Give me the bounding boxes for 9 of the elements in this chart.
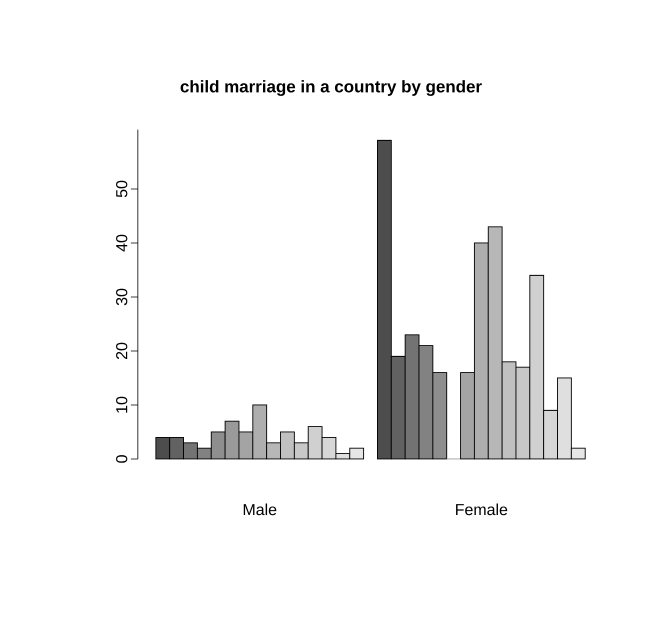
y-tick-label: 20 (116, 342, 128, 360)
x-tick-label: Female (456, 504, 508, 516)
y-tick-label: 0 (116, 455, 128, 463)
y-tick-label: 10 (116, 396, 128, 413)
y-tick-label: 50 (116, 180, 128, 198)
chart-title: child marriage in a country by gender (180, 80, 482, 96)
x-tick-label: Male (244, 504, 276, 516)
y-tick-label: 30 (116, 288, 128, 306)
y-tick-label: 40 (116, 234, 128, 252)
